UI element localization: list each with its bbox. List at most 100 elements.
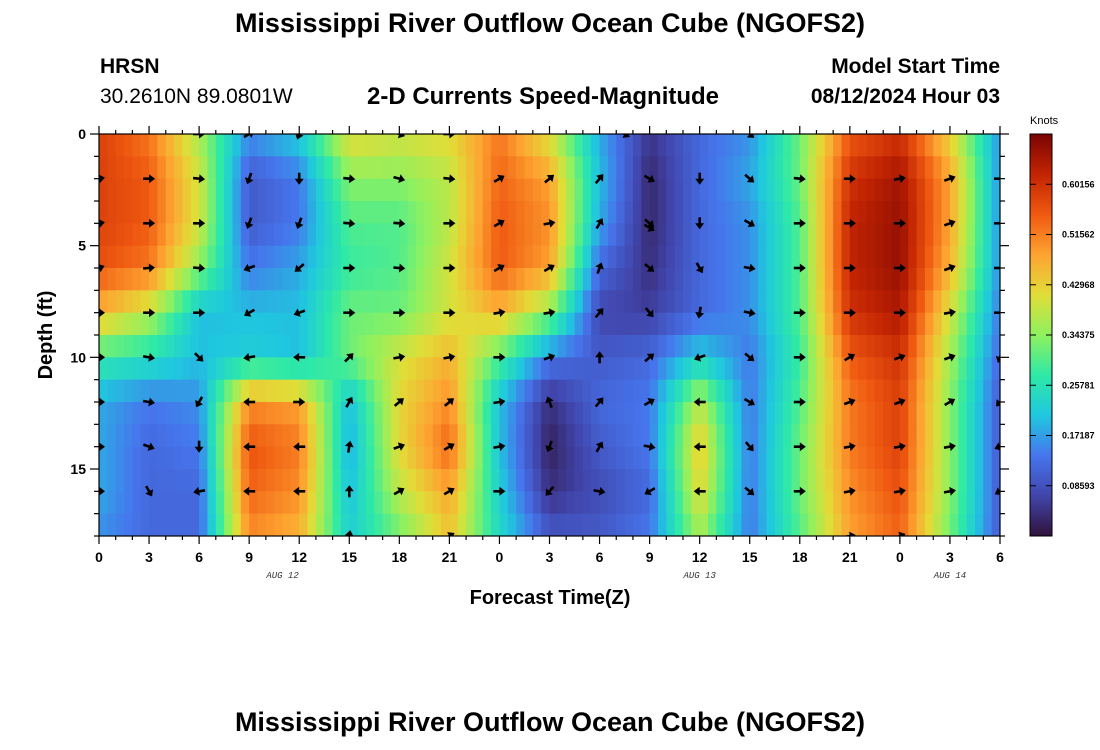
heatmap-cell	[749, 268, 759, 291]
heatmap-cell	[716, 379, 726, 403]
heatmap-cell	[541, 245, 551, 269]
heatmap-cell	[891, 201, 901, 224]
heatmap-cell	[874, 178, 884, 202]
heatmap-cell	[924, 268, 934, 291]
heatmap-cell	[491, 469, 501, 492]
heatmap-cell	[666, 491, 676, 515]
heatmap-cell	[332, 379, 342, 403]
heatmap-cell	[357, 178, 367, 202]
heatmap-cell	[257, 424, 267, 448]
heatmap-cell	[307, 312, 317, 336]
heatmap-cell	[774, 379, 784, 403]
heatmap-cell	[599, 134, 609, 157]
heatmap-cell	[874, 491, 884, 515]
heatmap-cell	[124, 290, 133, 314]
heatmap-cell	[265, 156, 275, 180]
heatmap-cell	[491, 402, 501, 425]
heatmap-cell	[799, 201, 809, 224]
heatmap-cell	[899, 134, 909, 157]
heatmap-cell	[733, 178, 742, 202]
heatmap-cell	[599, 491, 609, 515]
heatmap-cell	[107, 379, 117, 403]
heatmap-cell	[424, 290, 434, 314]
heatmap-cell	[958, 290, 968, 314]
heatmap-cell	[307, 268, 317, 291]
heatmap-cell	[424, 357, 434, 381]
heatmap-cell	[657, 245, 667, 269]
heatmap-cell	[199, 290, 209, 314]
heatmap-cell	[908, 178, 918, 202]
heatmap-cell	[666, 312, 676, 336]
current-arrow	[595, 441, 604, 453]
heatmap-cell	[507, 469, 517, 492]
heatmap-cell	[224, 379, 234, 403]
heatmap-cell	[641, 357, 651, 381]
heatmap-cell	[416, 290, 425, 314]
heatmap-cell	[357, 357, 367, 381]
heatmap-cell	[607, 312, 617, 336]
current-arrow	[644, 307, 654, 318]
heatmap-cell	[390, 223, 400, 247]
current-arrow	[793, 352, 806, 362]
current-arrow	[99, 352, 105, 362]
current-arrow	[192, 263, 206, 273]
heatmap-cell	[791, 312, 801, 336]
heatmap-cell	[599, 223, 609, 247]
heatmap-cell	[240, 245, 250, 269]
current-arrow	[99, 264, 105, 273]
heatmap-cell	[107, 357, 117, 381]
heatmap-cell	[532, 446, 542, 470]
heatmap-cell	[924, 513, 934, 536]
heatmap-cell	[157, 223, 167, 247]
heatmap-cell	[441, 178, 450, 202]
heatmap-cell	[883, 446, 893, 470]
heatmap-cell	[474, 491, 484, 515]
heatmap-cell	[299, 446, 309, 470]
heatmap-cell	[799, 357, 809, 381]
heatmap-cell	[124, 156, 133, 180]
heatmap-cell	[941, 156, 951, 180]
heatmap-cell	[674, 379, 684, 403]
heatmap-cell	[632, 268, 642, 291]
heatmap-cell	[441, 402, 450, 425]
heatmap-cell	[824, 156, 834, 180]
heatmap-cell	[574, 268, 584, 291]
heatmap-cell	[949, 268, 959, 291]
heatmap-cell	[899, 245, 909, 269]
heatmap-cell	[883, 178, 893, 202]
heatmap-cell	[674, 290, 684, 314]
heatmap-cell	[182, 134, 192, 157]
heatmap-cell	[541, 223, 551, 247]
heatmap-cell	[933, 513, 943, 536]
heatmap-cell	[557, 245, 567, 269]
current-arrow	[943, 263, 956, 273]
heatmap-cell	[949, 424, 959, 448]
current-arrow	[343, 263, 356, 273]
heatmap-cell	[274, 201, 284, 224]
heatmap-cell	[816, 156, 826, 180]
current-arrow	[893, 397, 906, 407]
heatmap-cell	[574, 402, 584, 425]
heatmap-cell	[674, 513, 684, 536]
heatmap-cell	[758, 513, 767, 536]
heatmap-cell	[140, 379, 150, 403]
heatmap-cell	[549, 513, 559, 536]
heatmap-cell	[390, 446, 400, 470]
heatmap-cell	[390, 134, 400, 157]
heatmap-cell	[357, 335, 367, 358]
heatmap-cell	[115, 335, 125, 358]
heatmap-cell	[883, 268, 893, 291]
heatmap-cell	[849, 201, 859, 224]
heatmap-cell	[466, 424, 476, 448]
heatmap-cell	[140, 201, 150, 224]
heatmap-cell	[399, 290, 409, 314]
heatmap-cell	[174, 290, 184, 314]
heatmap-cell	[124, 335, 133, 358]
heatmap-cell	[240, 134, 250, 157]
heatmap-cell	[524, 446, 534, 470]
heatmap-cell	[582, 446, 592, 470]
heatmap-cell	[224, 446, 234, 470]
heatmap-cell	[749, 290, 759, 314]
heatmap-cell	[657, 290, 667, 314]
x-tick-label: 3	[946, 549, 954, 565]
